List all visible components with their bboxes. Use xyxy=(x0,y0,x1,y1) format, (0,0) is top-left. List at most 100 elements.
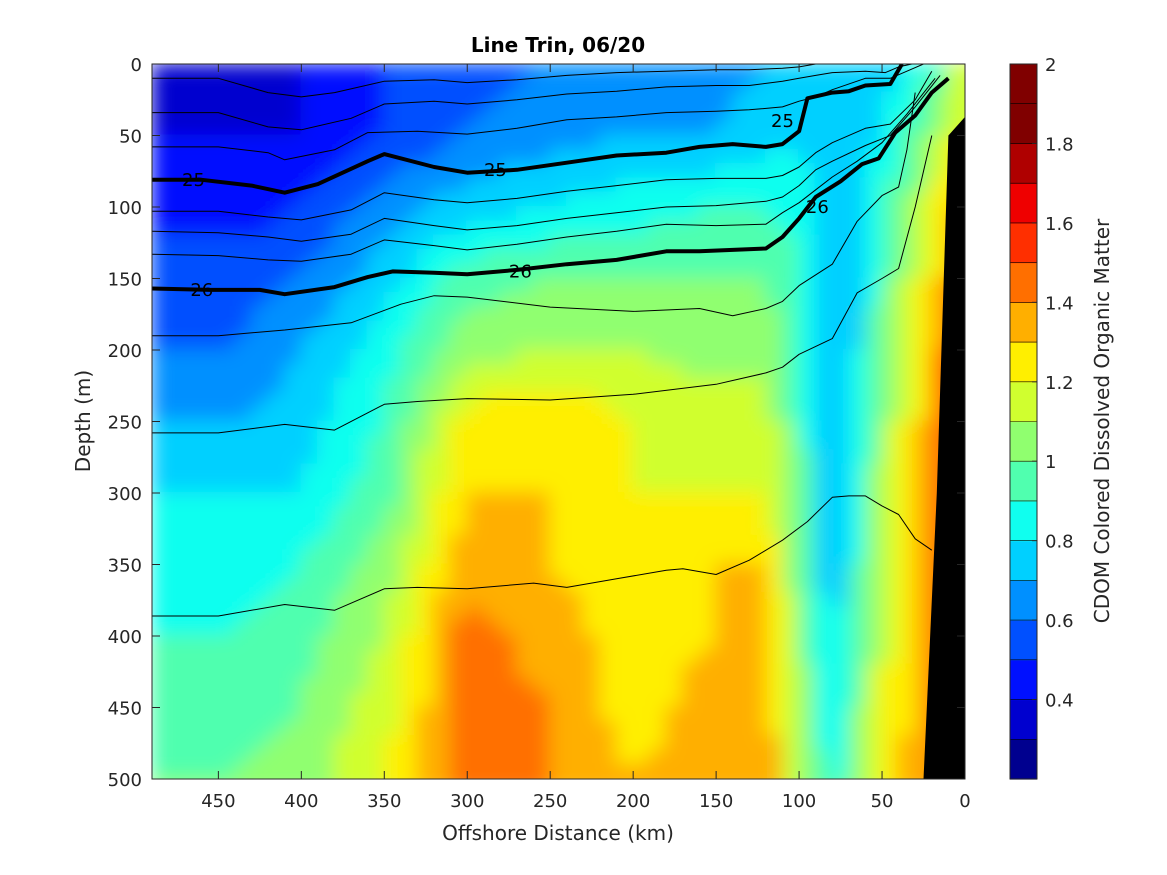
y-tick-label: 500 xyxy=(108,770,142,791)
heatmap-cell xyxy=(582,635,601,652)
heatmap-cell xyxy=(648,449,668,466)
isopycnal-thin-lines xyxy=(152,64,941,617)
heatmap-cell xyxy=(217,105,236,123)
heatmap-cell xyxy=(964,105,965,123)
colorbar-swatch xyxy=(1010,262,1037,303)
heatmap-cell xyxy=(715,349,734,366)
heatmap-cell xyxy=(416,306,436,323)
heatmap-cell xyxy=(167,263,187,280)
heatmap-cell xyxy=(598,220,618,237)
heatmap-cell xyxy=(366,720,386,738)
heatmap-cell xyxy=(632,749,651,766)
heatmap-cell xyxy=(698,420,718,437)
heatmap-cell xyxy=(847,148,867,166)
heatmap-cell xyxy=(466,306,485,323)
heatmap-cell xyxy=(433,320,452,337)
heatmap-cell xyxy=(731,220,751,237)
heatmap-cell xyxy=(798,406,817,423)
colorbar: 0.40.60.811.21.41.61.82 xyxy=(1009,55,1074,780)
heatmap-cell xyxy=(748,277,767,294)
heatmap-cell xyxy=(333,735,353,752)
heatmap-cell xyxy=(267,577,286,595)
heatmap-cell xyxy=(847,677,867,695)
heatmap-cell xyxy=(466,191,485,208)
heatmap-cell xyxy=(615,720,635,738)
heatmap-cell xyxy=(316,291,336,309)
heatmap-cell xyxy=(549,763,568,779)
heatmap-cell xyxy=(532,506,552,523)
heatmap-cell xyxy=(499,349,519,366)
heatmap-cell xyxy=(831,763,850,779)
heatmap-cell xyxy=(881,449,900,466)
heatmap-cell xyxy=(167,134,187,151)
heatmap-cell xyxy=(632,635,651,652)
heatmap-cell xyxy=(881,406,900,423)
heatmap-cell xyxy=(250,520,270,537)
heatmap-cell xyxy=(648,406,668,423)
heatmap-cell xyxy=(964,234,965,251)
heatmap-cell xyxy=(549,391,568,409)
heatmap-cell xyxy=(914,291,933,309)
heatmap-cell xyxy=(383,692,402,709)
heatmap-cell xyxy=(449,263,469,280)
heatmap-cell xyxy=(184,148,203,166)
heatmap-cell xyxy=(399,191,419,208)
heatmap-cell xyxy=(847,306,867,323)
heatmap-cell xyxy=(748,263,767,280)
heatmap-cell xyxy=(549,206,568,223)
heatmap-cell xyxy=(283,263,303,280)
heatmap-cell xyxy=(549,120,568,137)
heatmap-cell xyxy=(482,477,502,494)
heatmap-cell xyxy=(914,577,933,595)
heatmap-cell xyxy=(648,77,668,94)
heatmap-cell xyxy=(615,635,635,652)
heatmap-cell xyxy=(233,134,253,151)
heatmap-cell xyxy=(582,749,601,766)
heatmap-cell xyxy=(864,248,884,266)
heatmap-cell xyxy=(582,720,601,738)
heatmap-cell xyxy=(831,549,850,566)
heatmap-cell xyxy=(549,449,568,466)
heatmap-cell xyxy=(748,649,767,666)
heatmap-cell xyxy=(532,77,552,94)
heatmap-cell xyxy=(632,592,651,609)
heatmap-cell xyxy=(881,306,900,323)
heatmap-cell xyxy=(466,134,485,151)
heatmap-cell xyxy=(152,105,170,123)
heatmap-cell xyxy=(748,563,767,580)
heatmap-cell xyxy=(466,677,485,695)
heatmap-cell xyxy=(250,206,270,223)
heatmap-cell xyxy=(416,77,436,94)
heatmap-cell xyxy=(233,778,253,779)
heatmap-cell xyxy=(217,763,236,779)
heatmap-cell xyxy=(383,120,402,137)
heatmap-cell xyxy=(267,105,286,123)
heatmap-cell xyxy=(532,563,552,580)
heatmap-cell xyxy=(433,534,452,552)
heatmap-cell xyxy=(648,220,668,237)
heatmap-cell xyxy=(366,592,386,609)
heatmap-cell xyxy=(781,649,801,666)
heatmap-cell xyxy=(814,434,834,452)
heatmap-cell xyxy=(152,677,170,695)
heatmap-cell xyxy=(847,577,867,595)
heatmap-cell xyxy=(532,534,552,552)
heatmap-cell xyxy=(217,620,236,637)
heatmap-cell xyxy=(549,649,568,666)
heatmap-cell xyxy=(665,606,684,623)
heatmap-cell xyxy=(930,120,950,137)
heatmap-cell xyxy=(433,291,452,309)
heatmap-cell xyxy=(632,320,651,337)
heatmap-cell xyxy=(681,577,701,595)
heatmap-cell xyxy=(366,277,386,294)
heatmap-cell xyxy=(184,706,203,723)
heatmap-cell xyxy=(632,506,651,523)
heatmap-cell xyxy=(681,406,701,423)
heatmap-cell xyxy=(731,64,751,80)
heatmap-cell xyxy=(399,377,419,394)
heatmap-cell xyxy=(152,463,170,480)
heatmap-cell xyxy=(250,506,270,523)
heatmap-cell xyxy=(598,363,618,380)
heatmap-cell xyxy=(499,91,519,108)
heatmap-cell xyxy=(532,577,552,595)
